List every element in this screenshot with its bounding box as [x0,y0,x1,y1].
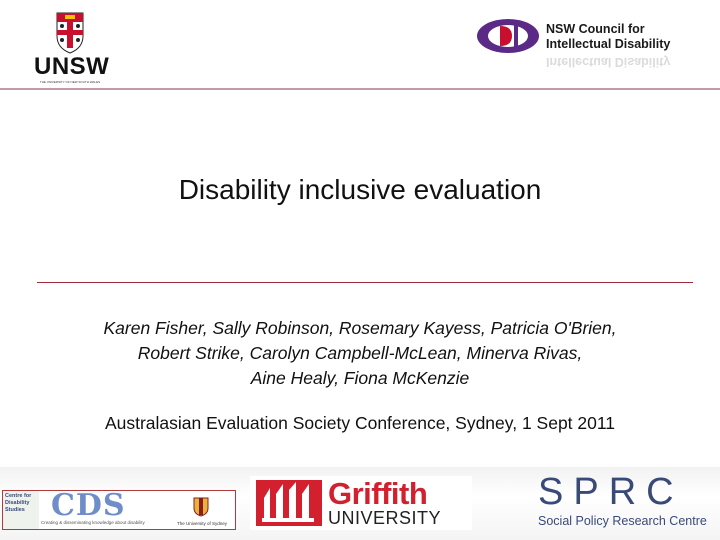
cid-name-line-2: Intellectual Disability [546,37,671,51]
cid-name-line-1: NSW Council for [546,22,645,36]
griffith-logo: Griffith UNIVERSITY [250,476,472,530]
cds-sydney-text: The University of Sydney [177,521,228,526]
cds-tagline: Creating & disseminating knowledge about… [41,520,145,525]
cds-side-panel [3,491,39,529]
unsw-wordmark: UNSW [34,53,110,80]
sprc-wordmark: SPRC [538,471,684,513]
title-divider [37,282,693,283]
unsw-subtext: THE UNIVERSITY OF NEW SOUTH WALES [39,80,101,84]
cds-side-text: Centre for Disability Studies [5,493,32,513]
header-divider [0,88,720,90]
sprc-logo: SPRC Social Policy Research Centre [536,472,716,534]
griffith-university-text: UNIVERSITY [328,508,442,528]
sydney-crest-icon [193,497,209,517]
griffith-mark-icon [256,480,322,526]
unsw-logo: UNSW THE UNIVERSITY OF NEW SOUTH WALES [34,12,110,86]
sprc-subtitle: Social Policy Research Centre [538,514,707,528]
cds-logo: Centre for Disability Studies CDS Creati… [2,490,236,530]
conference-info: Australasian Evaluation Society Conferen… [104,413,616,433]
author-line-3: Aine Healy, Fiona McKenzie [250,368,470,388]
author-list: Karen Fisher, Sally Robinson, Rosemary K… [40,316,680,391]
cds-wordmark: CDS [51,490,126,523]
unsw-crest-icon [56,12,84,54]
cid-name-reflection: Intellectual Disability [546,55,671,69]
author-line-1: Karen Fisher, Sally Robinson, Rosemary K… [103,318,617,338]
author-line-2: Robert Strike, Carolyn Campbell-McLean, … [137,343,583,363]
cid-logo-mark-icon [477,19,539,53]
cid-logo: NSW Council for Intellectual Disability … [476,16,706,82]
page-title: Disability inclusive evaluation [178,174,542,205]
griffith-wordmark: Griffith [328,476,428,511]
